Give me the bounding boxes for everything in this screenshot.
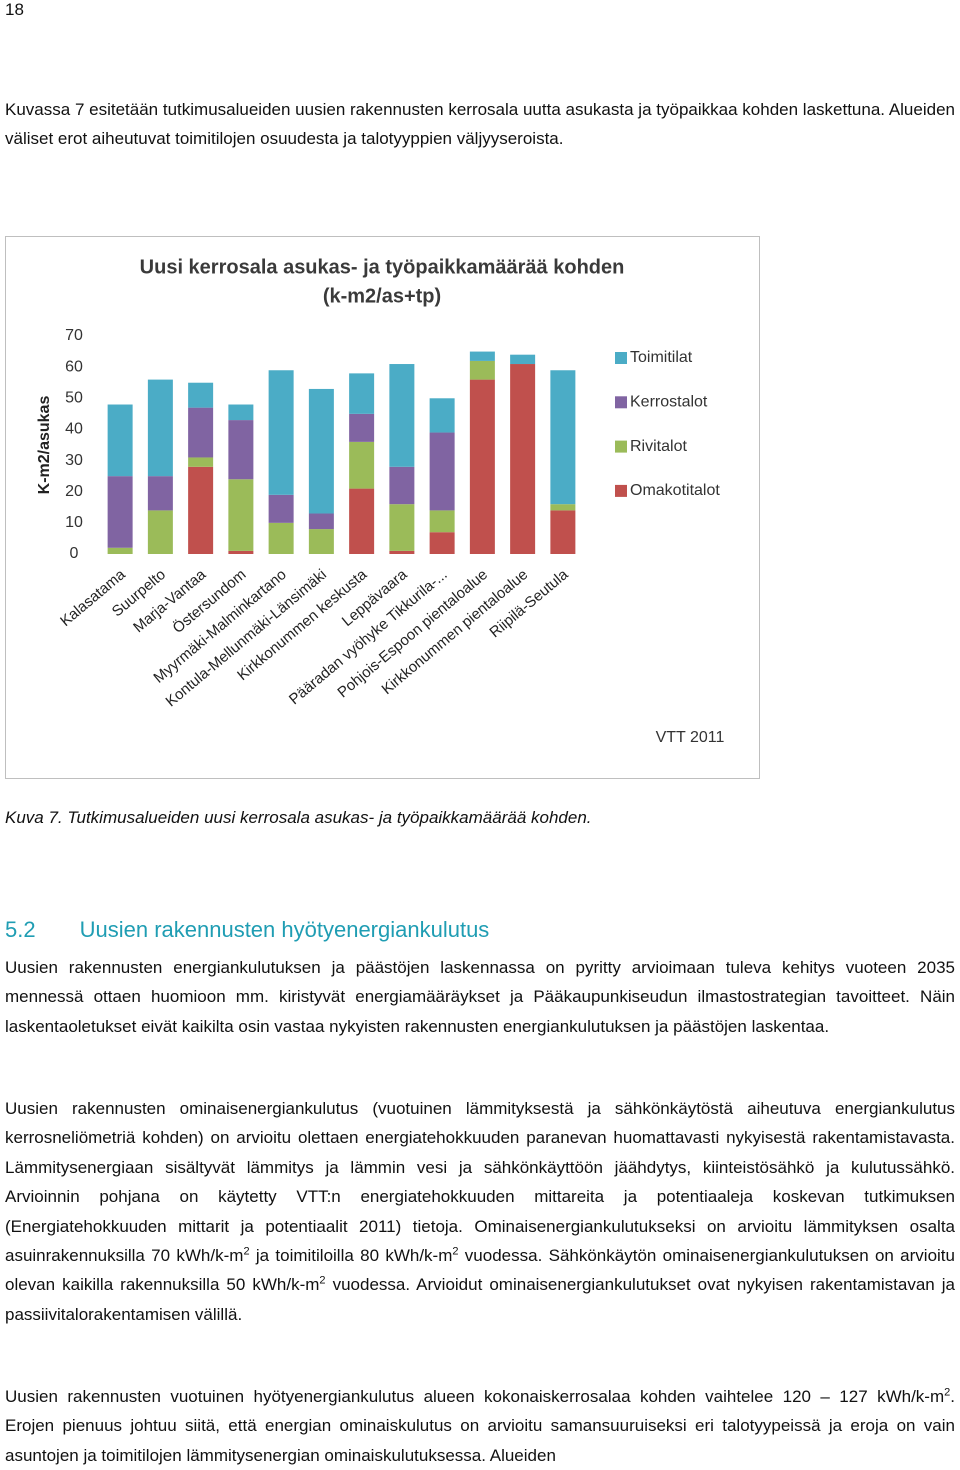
bar-segment bbox=[228, 550, 254, 554]
legend-label: Rivitalot bbox=[630, 438, 687, 455]
bar-segment bbox=[308, 388, 334, 514]
chart-subtitle: (k-m2/as+tp) bbox=[323, 285, 441, 307]
bar-segment bbox=[510, 354, 536, 365]
y-tick-label: 40 bbox=[65, 421, 83, 438]
section-title: Uusien rakennusten hyötyenergiankulutus bbox=[79, 917, 490, 942]
legend-label: Omakotitalot bbox=[630, 482, 720, 499]
superscript: 2 bbox=[944, 1386, 951, 1399]
bar-segment bbox=[429, 532, 455, 554]
superscript: 2 bbox=[319, 1274, 326, 1287]
bar-segment bbox=[107, 404, 133, 477]
bar-segment bbox=[228, 420, 254, 480]
bar-segment bbox=[389, 364, 415, 467]
legend-swatch bbox=[615, 484, 627, 497]
bar-segment bbox=[147, 476, 173, 511]
superscript: 2 bbox=[452, 1245, 459, 1258]
text-run: vuodessa. Sähkönkäytön ominaisenergianku… bbox=[5, 1246, 955, 1295]
bar-segment bbox=[429, 398, 455, 433]
bar-segment bbox=[308, 513, 334, 530]
bar-segment bbox=[429, 432, 455, 511]
text-run: ja toimitiloilla 80 kWh/k-m bbox=[249, 1246, 453, 1266]
figure-caption: Kuva 7. Tutkimusalueiden uusi kerrosala … bbox=[5, 808, 592, 827]
bar-segment bbox=[188, 457, 214, 467]
bar-segment bbox=[268, 494, 294, 523]
y-tick-label: 60 bbox=[65, 358, 83, 375]
paragraph: Uusien rakennusten ominaisenergiankulutu… bbox=[5, 1094, 955, 1329]
section-heading: 5.2 Uusien rakennusten hyötyenergiankulut… bbox=[5, 917, 489, 943]
bar-segment bbox=[268, 522, 294, 554]
section-number: 5.2 bbox=[5, 917, 36, 942]
text-run: . Erojen pienuus johtuu siitä, että ener… bbox=[5, 1387, 955, 1465]
chart-title: Uusi kerrosala asukas- ja työpaikkamäärä… bbox=[140, 256, 625, 278]
legend-label: Toimitilat bbox=[630, 349, 693, 366]
bar-segment bbox=[268, 370, 294, 495]
legend-swatch bbox=[615, 352, 627, 364]
bar-segment bbox=[147, 379, 173, 477]
text-run: Uusien rakennusten vuotuinen hyötyenergi… bbox=[5, 1387, 945, 1406]
bar-segment bbox=[188, 466, 214, 554]
paragraph: Uusien rakennusten energiankulutuksen ja… bbox=[5, 953, 955, 1041]
bar-segment bbox=[228, 479, 254, 551]
y-tick-label: 70 bbox=[65, 327, 83, 344]
bar-segment bbox=[349, 373, 375, 414]
y-tick-label: 30 bbox=[65, 452, 83, 469]
bar-segment bbox=[550, 370, 576, 505]
text-run: vuodessa. Arvioidut ominaisenergiankulut… bbox=[5, 1275, 955, 1324]
bar-segment bbox=[550, 504, 576, 511]
legend-label: Kerrostalot bbox=[630, 394, 708, 411]
y-axis-label: K-m2/asukas bbox=[36, 396, 53, 495]
bar-segment bbox=[469, 360, 495, 380]
bar-segment bbox=[469, 379, 495, 554]
bar-segment bbox=[510, 364, 536, 554]
bar-segment bbox=[107, 476, 133, 548]
text-run: Uusien rakennusten ominaisenergiankulutu… bbox=[5, 1099, 955, 1266]
y-tick-label: 10 bbox=[65, 514, 83, 531]
bar-segment bbox=[107, 547, 133, 554]
bar-segment bbox=[469, 351, 495, 361]
bar-segment bbox=[308, 529, 334, 554]
page-number: 18 bbox=[5, 0, 24, 19]
y-tick-label: 0 bbox=[70, 545, 79, 562]
bar-segment bbox=[147, 510, 173, 554]
source-note: VTT 2011 bbox=[656, 729, 725, 746]
bar-segment bbox=[550, 510, 576, 554]
bar-segment bbox=[429, 510, 455, 533]
paragraph: Uusien rakennusten vuotuinen hyötyenergi… bbox=[5, 1382, 955, 1470]
bar-segment bbox=[188, 382, 214, 408]
legend-swatch bbox=[615, 396, 627, 409]
bar-segment bbox=[349, 413, 375, 442]
bar-segment bbox=[349, 441, 375, 489]
bar-segment bbox=[188, 407, 214, 458]
bar-segment bbox=[389, 504, 415, 551]
text-run: Uusien rakennusten energiankulutuksen ja… bbox=[5, 958, 955, 1036]
y-tick-label: 50 bbox=[65, 390, 83, 407]
bar-segment bbox=[349, 488, 375, 554]
bar-segment bbox=[228, 404, 254, 421]
intro-paragraph: Kuvassa 7 esitetään tutkimusalueiden uus… bbox=[5, 100, 955, 149]
chart: Uusi kerrosala asukas- ja työpaikkamäärä… bbox=[5, 236, 760, 779]
y-tick-label: 20 bbox=[65, 483, 83, 500]
bar-segment bbox=[389, 466, 415, 505]
superscript: 2 bbox=[243, 1245, 250, 1258]
bar-segment bbox=[389, 550, 415, 554]
legend-swatch bbox=[615, 440, 627, 453]
